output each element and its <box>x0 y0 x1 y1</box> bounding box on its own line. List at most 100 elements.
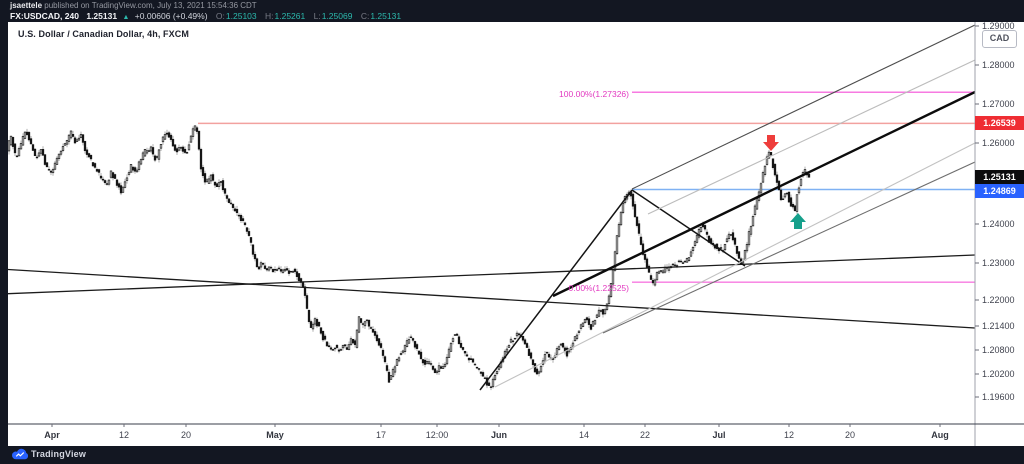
candle <box>125 174 129 184</box>
price-axis-label: 1.24000 <box>982 219 1015 229</box>
candle <box>193 125 197 131</box>
candle <box>565 345 569 359</box>
candle <box>155 155 159 160</box>
candle <box>393 364 397 376</box>
fib-level-label: 100.00%(1.27326) <box>559 89 629 99</box>
candle <box>447 346 451 359</box>
candle <box>495 369 499 376</box>
candle <box>8 140 11 155</box>
candle <box>167 130 171 138</box>
close-value: 1.25131 <box>370 11 402 21</box>
candle <box>589 324 593 331</box>
channel-upper-quartile-line[interactable] <box>647 59 975 215</box>
candle <box>81 134 85 146</box>
candle <box>759 182 763 194</box>
channel-lower-line[interactable] <box>602 161 975 334</box>
candle <box>311 322 315 332</box>
candle <box>33 148 37 157</box>
price-axis-label: 1.27000 <box>982 99 1015 109</box>
candle <box>551 357 555 363</box>
candle <box>533 363 537 373</box>
candle <box>191 126 195 140</box>
candle <box>173 144 177 152</box>
low-value: 1.25069 <box>321 11 353 21</box>
candle <box>27 131 31 142</box>
candle <box>313 316 317 327</box>
candle <box>463 350 467 357</box>
candle <box>489 385 493 391</box>
low-label: L: <box>313 11 321 21</box>
candle <box>329 345 333 351</box>
time-axis-label: 12:00 <box>425 430 449 440</box>
candle <box>693 239 697 248</box>
channel-upper-line[interactable] <box>631 24 975 190</box>
candle <box>303 283 307 299</box>
candle <box>285 266 289 271</box>
candle <box>415 342 419 352</box>
candle <box>187 141 191 151</box>
candle <box>59 150 63 157</box>
candle <box>223 188 227 196</box>
candle <box>705 229 709 238</box>
candle <box>591 320 595 327</box>
candle <box>461 346 465 352</box>
long-term-ascending-line[interactable] <box>0 254 975 295</box>
candle <box>735 245 739 257</box>
candle <box>175 146 179 156</box>
candle <box>209 174 213 184</box>
candle <box>771 158 775 170</box>
candle <box>289 270 293 273</box>
candle <box>295 268 299 281</box>
candle <box>491 376 495 389</box>
channel-median-line[interactable] <box>552 90 975 298</box>
tradingview-brand-text[interactable]: TradingView <box>31 449 87 459</box>
june-steep-support-line[interactable] <box>479 189 633 391</box>
candle <box>17 146 21 157</box>
candle <box>309 319 313 329</box>
candle <box>421 358 425 366</box>
candle <box>467 357 471 363</box>
quote-currency-badge[interactable]: CAD <box>982 30 1017 48</box>
candle <box>481 370 485 377</box>
candle <box>355 329 359 349</box>
bullish-arrow[interactable] <box>790 213 806 229</box>
candle <box>747 228 751 248</box>
candle <box>123 178 127 189</box>
candle <box>51 167 55 176</box>
candle <box>411 337 415 343</box>
candle <box>613 250 617 272</box>
candle <box>587 315 591 328</box>
candle <box>371 326 375 333</box>
candle <box>293 267 297 274</box>
candle <box>63 142 67 146</box>
bearish-arrow[interactable] <box>763 135 779 151</box>
candle <box>61 143 65 153</box>
long-term-descending-line[interactable] <box>0 268 975 329</box>
candle <box>109 170 113 179</box>
candle <box>93 162 97 169</box>
tradingview-logo-icon[interactable] <box>11 448 29 461</box>
candle <box>657 269 661 275</box>
candle <box>331 349 335 351</box>
candle <box>361 322 365 329</box>
candle <box>29 136 33 145</box>
candle <box>199 147 203 173</box>
candle <box>773 162 777 177</box>
candle <box>343 344 347 349</box>
candle <box>437 362 441 375</box>
candle <box>287 268 291 277</box>
candle <box>723 243 727 252</box>
candle <box>617 222 621 238</box>
candle <box>57 153 61 161</box>
candle <box>135 167 139 173</box>
candle <box>337 347 341 354</box>
candle <box>23 131 27 140</box>
candle <box>55 156 59 165</box>
candle <box>89 154 93 161</box>
apex-breakdown-line[interactable] <box>631 189 746 267</box>
candle <box>229 199 233 205</box>
candle <box>453 334 457 336</box>
candle <box>443 362 447 369</box>
channel-lower-quartile-line[interactable] <box>494 142 975 388</box>
